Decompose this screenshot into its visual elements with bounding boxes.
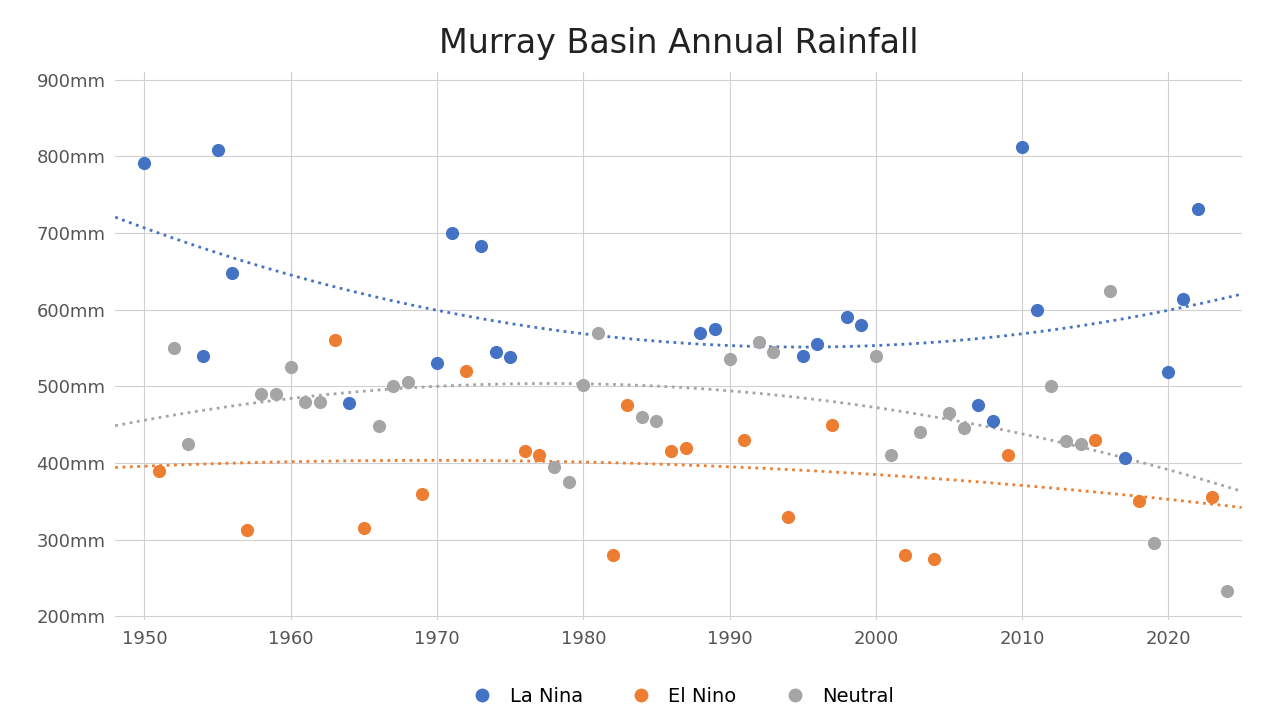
Point — [471, 240, 492, 252]
Title: Murray Basin Annual Rainfall: Murray Basin Annual Rainfall — [439, 27, 918, 60]
Point — [178, 438, 198, 450]
Point — [310, 396, 330, 407]
Point — [456, 366, 476, 377]
Point — [296, 396, 316, 407]
Point — [1129, 495, 1149, 507]
Point — [1056, 435, 1076, 447]
Point — [763, 346, 783, 358]
Point — [1172, 293, 1193, 305]
Point — [412, 488, 433, 500]
Point — [500, 351, 521, 363]
Point — [1012, 141, 1033, 153]
Point — [778, 511, 799, 523]
Point — [733, 434, 754, 446]
Point — [1100, 285, 1120, 296]
Point — [324, 335, 344, 346]
Point — [851, 319, 872, 331]
Point — [588, 327, 608, 338]
Point — [617, 399, 637, 411]
Point — [865, 350, 886, 361]
Point — [193, 350, 214, 361]
Point — [442, 227, 462, 239]
Point — [1085, 434, 1106, 446]
Point — [808, 338, 828, 350]
Point — [719, 354, 740, 366]
Point — [631, 411, 652, 423]
Point — [792, 350, 813, 361]
Point — [251, 388, 271, 399]
Point — [910, 427, 931, 438]
Point — [1027, 304, 1047, 316]
Point — [924, 553, 945, 565]
Point — [968, 399, 988, 411]
Point — [1188, 203, 1208, 215]
Point — [1115, 453, 1135, 464]
Point — [529, 449, 549, 461]
Point — [515, 446, 535, 457]
Point — [705, 323, 726, 335]
Point — [954, 423, 974, 434]
Point — [398, 376, 419, 388]
Point — [339, 397, 360, 409]
Point — [164, 342, 184, 354]
Legend: La Nina, El Nino, Neutral: La Nina, El Nino, Neutral — [456, 679, 901, 714]
Point — [573, 379, 594, 391]
Point — [1217, 585, 1238, 597]
Point — [1158, 366, 1179, 378]
Point — [1143, 538, 1164, 549]
Point — [603, 549, 623, 561]
Point — [221, 267, 242, 278]
Point — [881, 449, 901, 461]
Point — [207, 144, 228, 156]
Point — [426, 358, 447, 369]
Point — [544, 461, 564, 472]
Point — [134, 156, 155, 168]
Point — [266, 388, 287, 399]
Point — [485, 346, 506, 358]
Point — [148, 465, 169, 477]
Point — [383, 381, 403, 392]
Point — [369, 420, 389, 432]
Point — [822, 419, 842, 430]
Point — [353, 522, 374, 534]
Point — [983, 415, 1004, 427]
Point — [895, 549, 915, 561]
Point — [660, 446, 681, 457]
Point — [836, 311, 856, 323]
Point — [676, 442, 696, 454]
Point — [646, 415, 667, 427]
Point — [280, 361, 301, 373]
Point — [1202, 492, 1222, 503]
Point — [558, 477, 579, 488]
Point — [997, 449, 1018, 461]
Point — [749, 336, 769, 348]
Point — [1070, 438, 1091, 450]
Point — [237, 525, 257, 536]
Point — [690, 327, 710, 338]
Point — [1041, 381, 1061, 392]
Point — [938, 407, 959, 419]
